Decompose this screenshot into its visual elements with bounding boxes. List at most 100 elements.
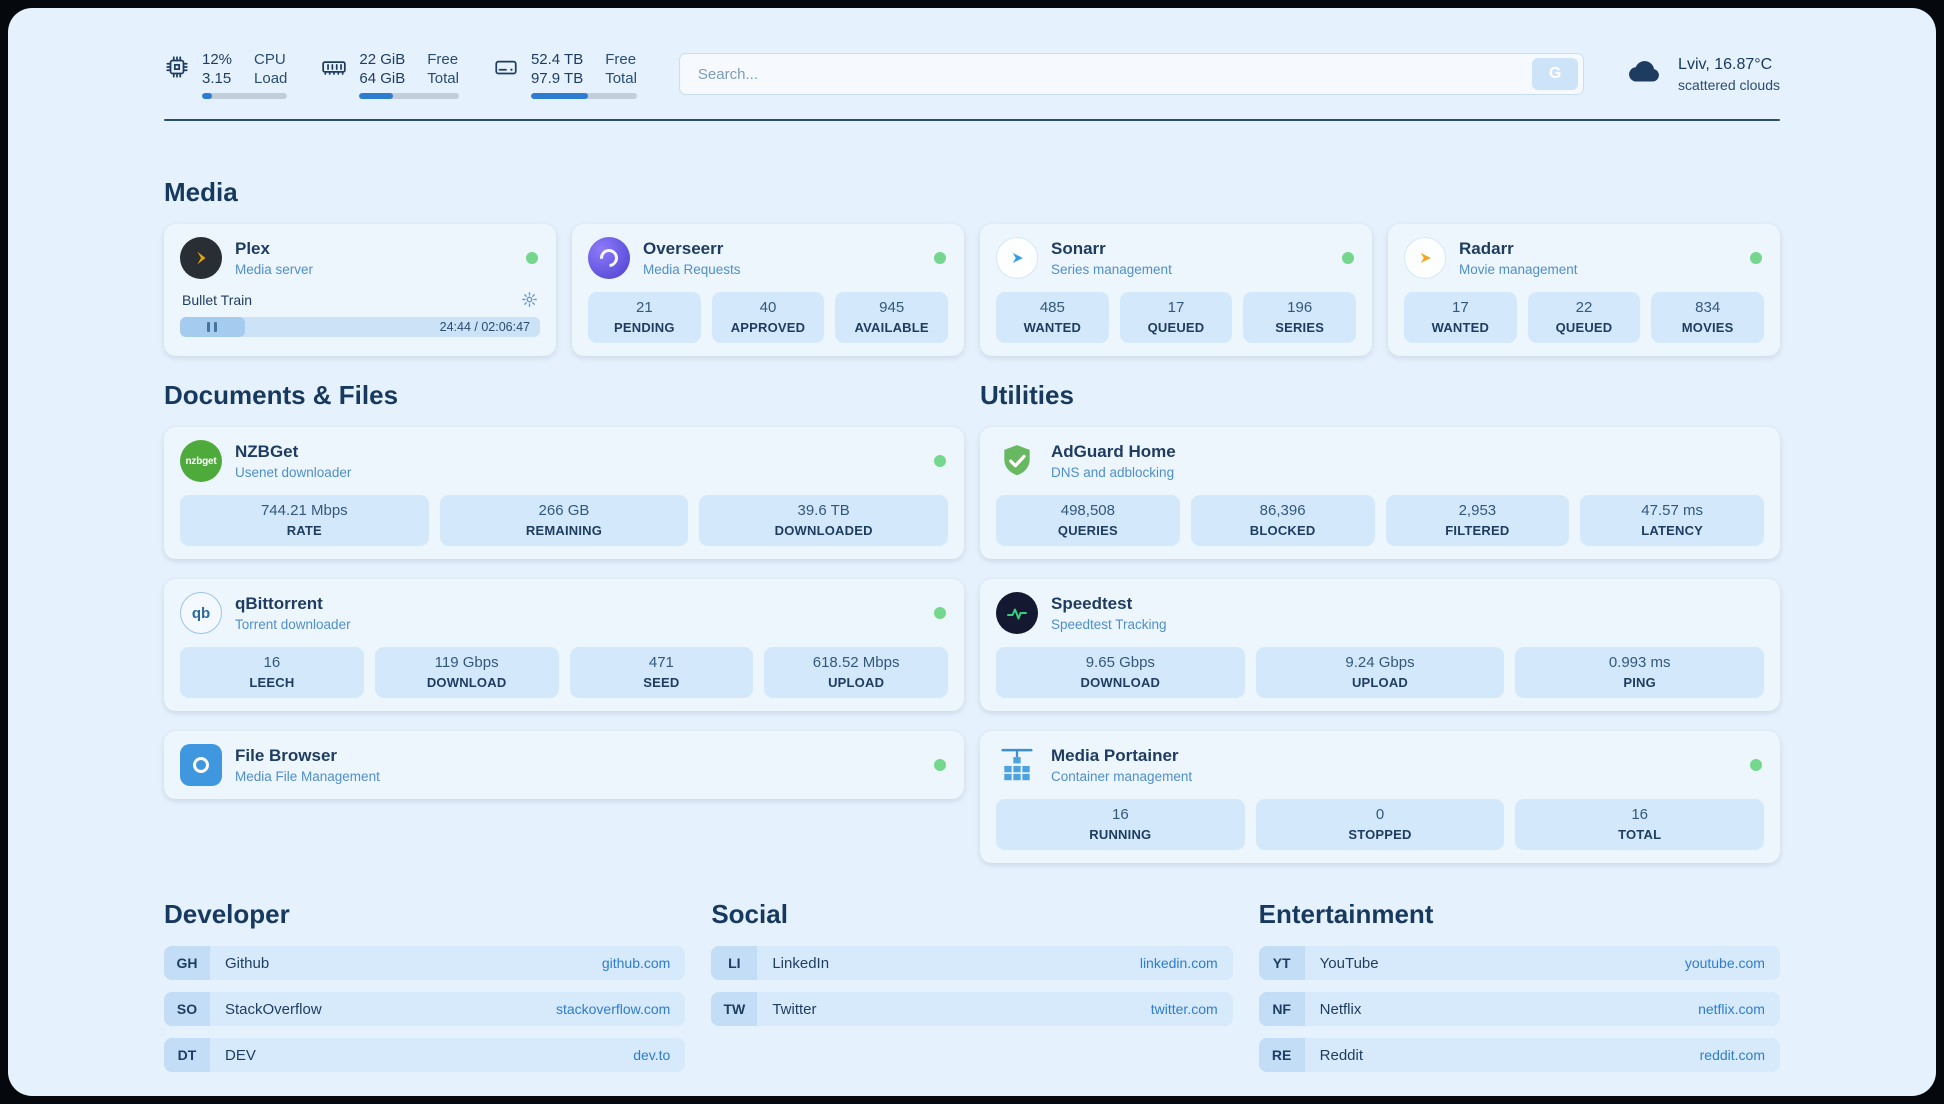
overseerr-card[interactable]: Overseerr Media Requests 21 PENDING 40 A… <box>572 224 964 356</box>
app-subtitle: Media server <box>235 262 314 277</box>
status-dot <box>1750 252 1762 264</box>
overseerr-icon <box>588 237 630 279</box>
bookmark-url: netflix.com <box>1698 1001 1765 1017</box>
speedtest-icon <box>996 592 1038 634</box>
bookmark-url: github.com <box>601 955 671 971</box>
stat-latency: 47.57 ms LATENCY <box>1580 495 1764 546</box>
bookmark-name: Twitter <box>772 1000 817 1018</box>
stat-queries: 498,508 QUERIES <box>996 495 1180 546</box>
plex-now-playing: Bullet Train 24:44 / <box>180 291 540 337</box>
bookmark-reddit[interactable]: RE Reddit reddit.com <box>1258 1038 1780 1072</box>
dashboard-page: 12% CPU 3.15 Load <box>8 8 1936 1096</box>
speedtest-card[interactable]: Speedtest Speedtest Tracking 9.65 Gbps D… <box>980 579 1780 711</box>
stat-movies: 834 MOVIES <box>1651 292 1764 343</box>
stat-upload: 9.24 Gbps UPLOAD <box>1255 647 1505 698</box>
top-bar: 12% CPU 3.15 Load <box>164 45 1780 103</box>
status-dot <box>934 455 946 467</box>
app-subtitle: Container management <box>1051 769 1193 784</box>
section-title-developer: Developer <box>164 899 290 929</box>
stat-download: 119 Gbps DOWNLOAD <box>374 647 559 698</box>
radarr-card[interactable]: Radarr Movie management 17 WANTED 22 QUE… <box>1388 224 1780 356</box>
sonarr-card[interactable]: Sonarr Series management 485 WANTED 17 Q… <box>980 224 1372 356</box>
app-subtitle: Series management <box>1051 262 1172 277</box>
app-name: Radarr <box>1459 239 1514 258</box>
disk-icon <box>493 50 519 99</box>
search-bar[interactable]: G <box>678 53 1585 95</box>
portainer-card[interactable]: Media Portainer Container management 16 … <box>980 731 1780 863</box>
bookmark-abbr: NF <box>1258 992 1305 1026</box>
portainer-crane-icon <box>996 744 1038 786</box>
app-subtitle: Media Requests <box>643 262 741 277</box>
nzbget-card[interactable]: nzbget NZBGet Usenet downloader 744.21 M… <box>164 427 964 559</box>
search-engine-button[interactable]: G <box>1532 58 1579 90</box>
bookmark-netflix[interactable]: NF Netflix netflix.com <box>1258 992 1780 1026</box>
disk-usage-bar <box>530 92 637 99</box>
qbittorrent-icon: qb <box>180 592 222 634</box>
cpu-label-1: CPU <box>254 50 286 68</box>
bookmark-abbr: SO <box>164 992 210 1026</box>
status-dot <box>1342 252 1354 264</box>
ram-free-value: 22 GiB <box>359 50 406 68</box>
app-name: Media Portainer <box>1051 746 1179 765</box>
bookmark-abbr: YT <box>1258 946 1305 980</box>
adguard-shield-icon <box>996 440 1038 482</box>
app-name: Plex <box>235 239 270 258</box>
cpu-load-average: 3.15 <box>202 69 232 87</box>
stat-stopped: 0 STOPPED <box>1255 799 1505 850</box>
bookmark-youtube[interactable]: YT YouTube youtube.com <box>1258 946 1780 980</box>
playback-time: 24:44 / 02:06:47 <box>439 320 530 334</box>
bookmark-linkedin[interactable]: LI LinkedIn linkedin.com <box>711 946 1233 980</box>
stat-rate: 744.21 Mbps RATE <box>180 495 429 546</box>
app-subtitle: Usenet downloader <box>235 465 352 480</box>
bookmark-url: youtube.com <box>1684 955 1765 971</box>
stat-available: 945 AVAILABLE <box>835 292 948 343</box>
qbittorrent-card[interactable]: qb qBittorrent Torrent downloader 16 <box>164 579 964 711</box>
filebrowser-card[interactable]: File Browser Media File Management <box>164 731 964 799</box>
ram-icon <box>321 50 347 99</box>
section-title-utilities: Utilities <box>980 380 1074 410</box>
social-section: Social LI LinkedIn linkedin.com TW Twitt… <box>711 899 1233 1072</box>
app-subtitle: Torrent downloader <box>235 617 351 632</box>
app-name: File Browser <box>235 746 338 765</box>
bookmark-twitter[interactable]: TW Twitter twitter.com <box>711 992 1233 1026</box>
bookmark-dev[interactable]: DT DEV dev.to <box>164 1038 686 1072</box>
section-title-entertainment: Entertainment <box>1258 899 1434 929</box>
settings-gear-icon[interactable] <box>521 291 538 308</box>
app-subtitle: DNS and adblocking <box>1051 465 1175 480</box>
disk-free-value: 52.4 TB <box>530 50 584 68</box>
stat-downloaded: 39.6 TB DOWNLOADED <box>699 495 948 546</box>
bookmark-name: Github <box>225 954 270 972</box>
disk-usage-bar-fill <box>530 92 589 99</box>
status-dot <box>934 607 946 619</box>
app-name: qBittorrent <box>235 594 323 613</box>
bookmark-stackoverflow[interactable]: SO StackOverflow stackoverflow.com <box>164 992 686 1026</box>
playback-progress-bar[interactable]: 24:44 / 02:06:47 <box>180 317 540 337</box>
ram-widget: 22 GiB Free 64 GiB Total <box>321 50 459 99</box>
bookmark-url: stackoverflow.com <box>555 1001 671 1017</box>
status-dot <box>526 252 538 264</box>
disk-label-1: Free <box>605 50 637 68</box>
bookmark-github[interactable]: GH Github github.com <box>164 946 686 980</box>
sonarr-icon <box>996 237 1038 279</box>
pause-icon[interactable] <box>207 322 211 332</box>
cpu-percent: 12% <box>202 50 233 68</box>
bookmark-abbr: LI <box>711 946 758 980</box>
bookmark-url: reddit.com <box>1699 1047 1765 1063</box>
pause-icon[interactable] <box>214 322 218 332</box>
weather-location: Lviv, 16.87°C <box>1678 55 1773 73</box>
ram-total-value: 64 GiB <box>359 69 406 87</box>
documents-column: Documents & Files nzbget NZBGet Usenet d… <box>164 380 964 863</box>
stat-upload: 618.52 Mbps UPLOAD <box>764 647 948 698</box>
bookmark-abbr: DT <box>164 1038 210 1072</box>
adguard-card[interactable]: AdGuard Home DNS and adblocking 498,508 … <box>980 427 1780 559</box>
bookmark-name: YouTube <box>1319 954 1379 972</box>
plex-card[interactable]: Plex Media server Bullet Train <box>164 224 556 356</box>
app-name: Overseerr <box>643 239 724 258</box>
nzbget-icon: nzbget <box>180 440 222 482</box>
bookmark-url: twitter.com <box>1150 1001 1218 1017</box>
now-playing-title: Bullet Train <box>182 291 253 308</box>
section-title-media: Media <box>164 177 238 207</box>
search-input[interactable] <box>679 54 1533 94</box>
stat-blocked: 86,396 BLOCKED <box>1190 495 1375 546</box>
cloud-icon <box>1626 53 1664 96</box>
